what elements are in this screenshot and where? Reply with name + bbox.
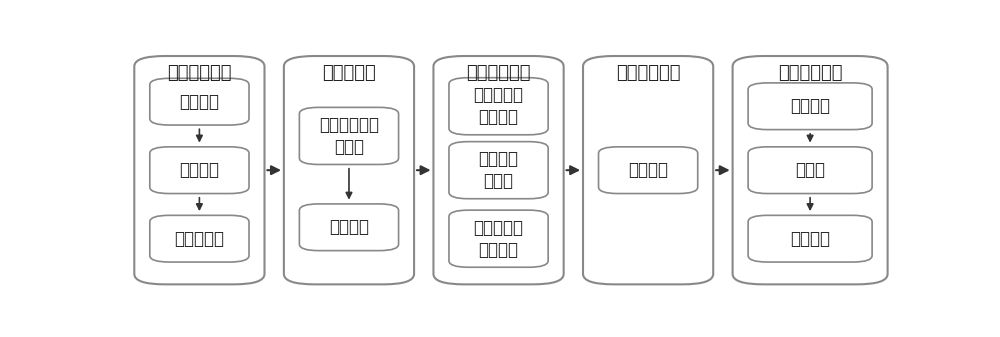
FancyBboxPatch shape <box>150 215 249 262</box>
Text: 特征提取
子模块: 特征提取 子模块 <box>479 150 519 190</box>
Text: 分类器: 分类器 <box>795 161 825 179</box>
Text: 情感标注: 情感标注 <box>179 161 219 179</box>
FancyBboxPatch shape <box>134 56 264 284</box>
FancyBboxPatch shape <box>748 215 872 262</box>
Text: 数据获取模块: 数据获取模块 <box>167 64 232 82</box>
FancyBboxPatch shape <box>599 147 698 193</box>
FancyBboxPatch shape <box>299 108 399 164</box>
Text: 情感分类模块: 情感分类模块 <box>778 64 842 82</box>
FancyBboxPatch shape <box>150 78 249 125</box>
FancyBboxPatch shape <box>284 56 414 284</box>
FancyBboxPatch shape <box>748 147 872 193</box>
FancyBboxPatch shape <box>299 204 399 251</box>
Text: 特征扩展: 特征扩展 <box>628 161 668 179</box>
Text: 去停用词: 去停用词 <box>329 218 369 236</box>
Text: 分类结果: 分类结果 <box>790 230 830 248</box>
FancyBboxPatch shape <box>583 56 713 284</box>
FancyBboxPatch shape <box>449 78 548 135</box>
FancyBboxPatch shape <box>150 147 249 193</box>
Text: 特征词库构
建子模块: 特征词库构 建子模块 <box>474 219 524 259</box>
Text: 预处理模块: 预处理模块 <box>322 64 376 82</box>
FancyBboxPatch shape <box>748 83 872 130</box>
Text: 句法依存分
析子模块: 句法依存分 析子模块 <box>474 86 524 126</box>
Text: 特征扩展模块: 特征扩展模块 <box>616 64 680 82</box>
Text: 数据爬取: 数据爬取 <box>179 93 219 111</box>
Text: 中文分词、词
性标注: 中文分词、词 性标注 <box>319 116 379 156</box>
Text: 特征选择模块: 特征选择模块 <box>466 64 531 82</box>
Text: 划分数据集: 划分数据集 <box>174 230 224 248</box>
Text: 分类模型: 分类模型 <box>790 97 830 115</box>
FancyBboxPatch shape <box>449 210 548 267</box>
FancyBboxPatch shape <box>449 142 548 199</box>
FancyBboxPatch shape <box>733 56 888 284</box>
FancyBboxPatch shape <box>433 56 564 284</box>
